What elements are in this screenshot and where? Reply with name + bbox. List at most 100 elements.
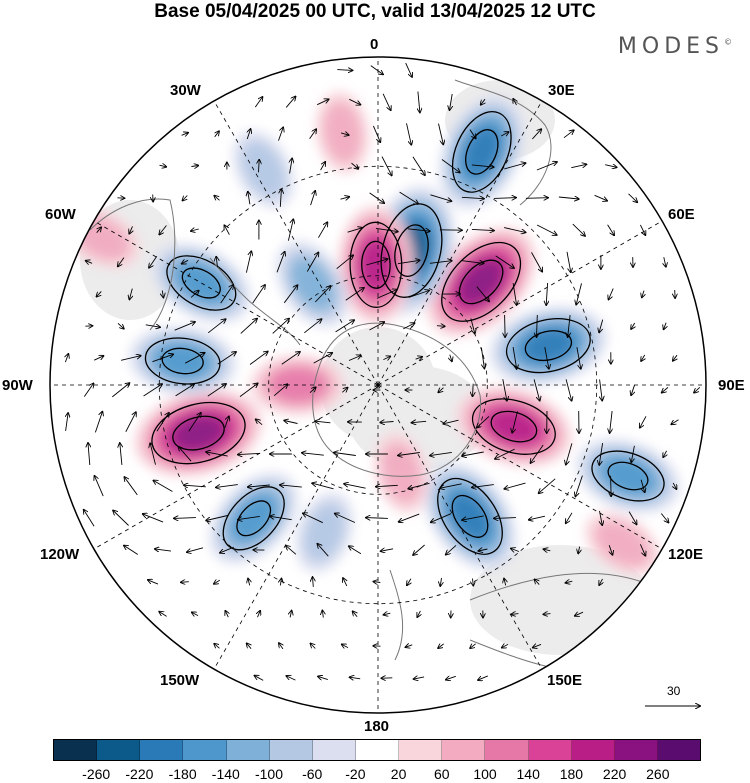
map-boundary bbox=[49, 56, 707, 714]
wind-vector bbox=[631, 322, 635, 329]
wind-vector bbox=[566, 251, 571, 272]
wind-vector bbox=[206, 515, 228, 521]
colorbar-tick-label: 60 bbox=[434, 766, 450, 782]
reference-vector-label: 30 bbox=[667, 684, 681, 698]
wind-vector bbox=[493, 198, 516, 199]
wind-vector bbox=[240, 319, 257, 334]
wind-vector bbox=[207, 319, 225, 334]
wind-vector bbox=[125, 412, 136, 433]
wind-vector bbox=[350, 677, 361, 679]
anomaly-contour bbox=[471, 398, 556, 455]
wind-vector bbox=[641, 354, 645, 361]
colorbar-tick-label: 100 bbox=[473, 766, 497, 782]
wind-vector bbox=[285, 97, 295, 108]
wind-vector bbox=[273, 384, 287, 397]
wind-vector bbox=[505, 314, 506, 337]
wind-vector bbox=[335, 514, 356, 523]
lon-label-90e: 90E bbox=[718, 377, 745, 394]
wind-vector bbox=[156, 413, 169, 432]
wind-vector bbox=[214, 644, 220, 649]
wind-vector bbox=[284, 421, 298, 424]
colorbar-swatch bbox=[442, 740, 486, 760]
wind-vector bbox=[478, 675, 488, 680]
wind-vector bbox=[276, 252, 285, 273]
wind-vector bbox=[406, 645, 413, 647]
colorbar-tick-label: 220 bbox=[602, 766, 627, 782]
wind-vector bbox=[281, 352, 300, 365]
polar-stereographic-map bbox=[49, 56, 707, 714]
lon-label-60w: 60W bbox=[45, 206, 76, 223]
wind-vector bbox=[610, 411, 613, 433]
wind-vector bbox=[441, 159, 460, 173]
colorbar-tick-label: 260 bbox=[646, 766, 670, 782]
wind-vector bbox=[245, 251, 251, 273]
anomaly-region bbox=[231, 495, 277, 542]
wind-vector bbox=[248, 579, 250, 586]
wind-vector bbox=[600, 379, 603, 401]
wind-vector bbox=[473, 578, 474, 586]
wind-vector bbox=[572, 223, 585, 236]
wind-vector bbox=[95, 476, 104, 497]
wind-vector bbox=[181, 582, 189, 583]
wind-vector bbox=[639, 224, 645, 235]
wind-vector bbox=[370, 65, 383, 75]
wind-vector bbox=[216, 485, 238, 488]
brand-name: MODES bbox=[617, 34, 724, 59]
wind-vector bbox=[317, 99, 328, 106]
colorbar-tick-label: -20 bbox=[345, 766, 366, 782]
wind-vector bbox=[347, 228, 363, 233]
colorbar-swatch bbox=[269, 740, 313, 760]
wind-vector bbox=[248, 192, 250, 205]
wind-vector bbox=[247, 129, 250, 140]
wind-vector bbox=[472, 485, 494, 488]
wind-vector bbox=[94, 412, 102, 433]
wind-vector bbox=[642, 290, 644, 298]
wind-vector bbox=[502, 644, 509, 647]
wind-vector bbox=[278, 127, 284, 141]
wind-vector bbox=[609, 288, 614, 300]
wind-vector bbox=[279, 643, 283, 650]
wind-vector bbox=[159, 225, 167, 235]
anomaly-contour bbox=[222, 486, 285, 551]
wind-vector bbox=[159, 165, 167, 167]
anomaly-region bbox=[359, 238, 393, 292]
wind-vector bbox=[671, 419, 679, 425]
wind-vector bbox=[430, 194, 451, 201]
wind-vector bbox=[248, 485, 270, 487]
wind-vector bbox=[575, 612, 584, 616]
brand-mark: © bbox=[724, 37, 732, 47]
antarctic-peninsula-coastline bbox=[209, 257, 301, 346]
wind-vector bbox=[143, 514, 164, 523]
colorbar-swatch bbox=[54, 740, 98, 760]
wind-vector bbox=[280, 579, 281, 586]
wind-vector bbox=[381, 549, 394, 551]
wind-vector bbox=[129, 288, 132, 300]
wind-vector bbox=[599, 443, 604, 465]
wind-vector bbox=[313, 353, 332, 364]
wind-vector bbox=[502, 379, 507, 401]
wind-vector bbox=[254, 97, 262, 108]
wind-vector bbox=[471, 165, 494, 167]
wind-vector bbox=[337, 70, 352, 71]
lon-label-120e: 120E bbox=[668, 546, 704, 563]
colorbar bbox=[53, 739, 701, 761]
wind-vector bbox=[640, 479, 645, 492]
wind-vector-layer bbox=[65, 62, 701, 680]
map-disk bbox=[50, 57, 706, 713]
wind-vector bbox=[190, 291, 199, 298]
colorbar-tick-label: -180 bbox=[168, 766, 197, 782]
wind-vector bbox=[440, 483, 462, 488]
wind-vector bbox=[259, 160, 260, 173]
wind-vector bbox=[599, 578, 602, 585]
wind-vector bbox=[576, 283, 582, 304]
wind-vector bbox=[366, 259, 387, 266]
wind-vector bbox=[398, 452, 420, 456]
wind-vector bbox=[438, 123, 444, 145]
wind-vector bbox=[220, 285, 233, 304]
wind-vector bbox=[97, 227, 101, 233]
wind-vector bbox=[673, 482, 676, 489]
wind-vector bbox=[662, 387, 669, 392]
wind-vector bbox=[340, 197, 350, 199]
africa-coastline bbox=[454, 79, 552, 206]
wind-vector bbox=[418, 91, 420, 113]
